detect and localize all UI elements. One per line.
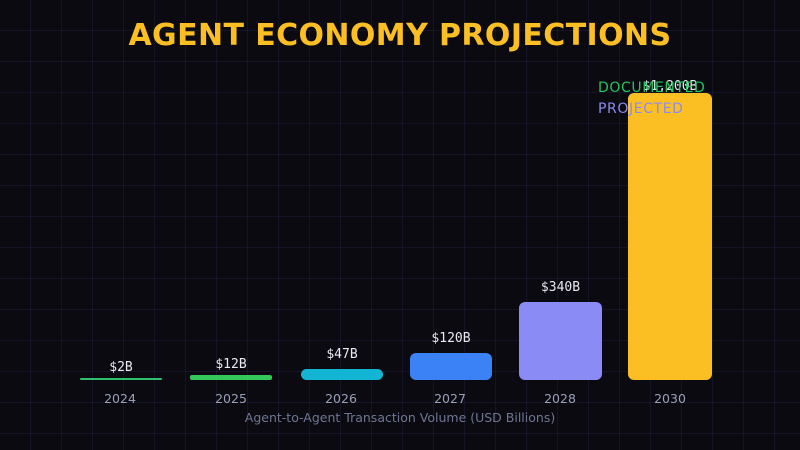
x-tick-label-2027: 2027 <box>434 391 466 406</box>
bar-value-label-2026: $47B <box>326 347 358 362</box>
bar-2024[interactable] <box>80 378 162 380</box>
x-axis-title: Agent-to-Agent Transaction Volume (USD B… <box>244 410 556 425</box>
bar-value-label-2025: $12B <box>215 357 247 372</box>
x-tick-label-2024: 2024 <box>104 391 136 406</box>
x-tick-label-2026: 2026 <box>325 391 357 406</box>
annotation-documented: DOCUMENTED <box>598 80 706 96</box>
bar-value-label-2030: $1,200B <box>642 79 698 94</box>
bar-2026[interactable] <box>301 369 383 380</box>
x-tick-label-2025: 2025 <box>215 391 247 406</box>
bar-2027[interactable] <box>410 353 492 380</box>
bar-2030[interactable] <box>628 93 712 380</box>
annotation-projected: PROJECTED <box>598 101 684 117</box>
page-title: AGENT ECONOMY PROJECTIONS <box>128 18 672 53</box>
bar-value-label-2028: $340B <box>540 280 581 295</box>
x-tick-label-2028: 2028 <box>544 391 576 406</box>
x-tick-label-2030: 2030 <box>654 391 686 406</box>
bar-value-label-2024: $2B <box>109 360 133 375</box>
bar-2028[interactable] <box>519 302 602 380</box>
bar-value-label-2027: $120B <box>431 331 471 346</box>
bar-2025[interactable] <box>190 375 272 380</box>
